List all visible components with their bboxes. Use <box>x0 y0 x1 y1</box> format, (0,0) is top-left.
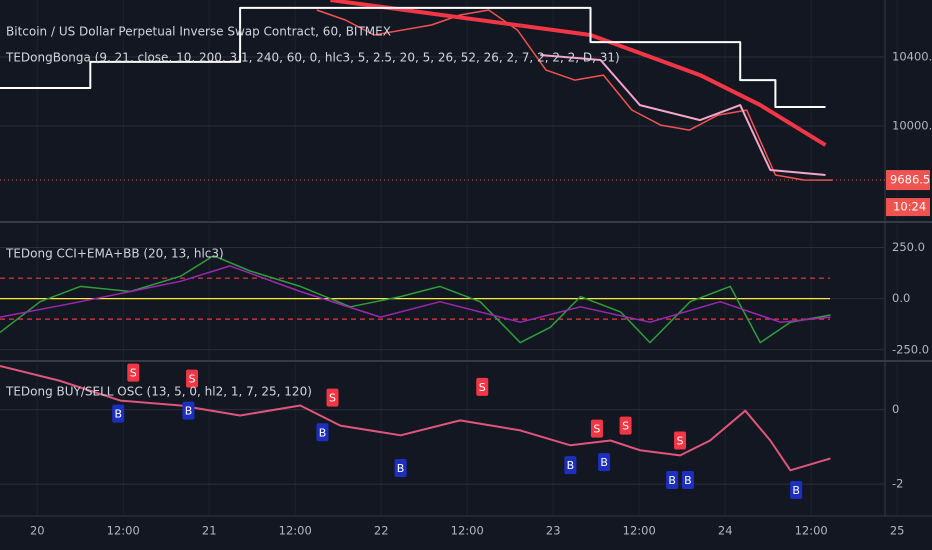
signal-box <box>590 419 603 438</box>
signal-label: B <box>397 462 405 475</box>
series-line <box>316 9 833 181</box>
y-tick-label: 0 <box>892 402 899 416</box>
x-tick-label: 12:00 <box>107 524 140 538</box>
signal-box <box>112 404 125 423</box>
x-tick-label: 12:00 <box>623 524 656 538</box>
signal-box <box>182 401 195 420</box>
signal-label: B <box>114 408 122 421</box>
series-line <box>0 254 831 344</box>
y-tick-label: 10000.0 <box>892 118 932 132</box>
signal-label: S <box>622 420 629 433</box>
signal-label: S <box>189 373 196 386</box>
pane <box>0 0 885 181</box>
x-tick-label: 23 <box>546 524 561 538</box>
signal-label: B <box>185 405 193 418</box>
y-tick-label: -250.0 <box>892 342 929 356</box>
last-price-label: 9686.5 <box>890 173 930 187</box>
series-line <box>0 6 826 108</box>
signal-box <box>127 363 140 382</box>
signal-box <box>681 470 694 489</box>
y-tick-label: 10400.0 <box>892 49 932 63</box>
signal-box <box>394 459 407 478</box>
x-tick-label: 12:00 <box>279 524 312 538</box>
pane <box>0 247 885 351</box>
signal-box <box>326 388 339 407</box>
signal-label: S <box>479 381 486 394</box>
signal-box <box>476 377 489 396</box>
signal-box <box>666 470 679 489</box>
indicator-title: TEDong CCI+EMA+BB (20, 13, hlc3) <box>5 247 224 261</box>
signal-label: S <box>329 392 336 405</box>
x-tick-label: 24 <box>718 524 733 538</box>
countdown-box <box>886 198 930 217</box>
signal-label: B <box>668 474 676 487</box>
countdown-label: 10:24 <box>893 200 926 214</box>
x-tick-label: 22 <box>374 524 389 538</box>
indicator-title: TEDong BUY/SELL OSC (13, 5, 0, hl2, 1, 7… <box>5 385 312 399</box>
signal-box <box>186 369 199 388</box>
signal-label: S <box>130 367 137 380</box>
y-tick-label: 250.0 <box>892 240 925 254</box>
signal-label: B <box>567 459 575 472</box>
x-tick-label: 12:00 <box>795 524 828 538</box>
indicator-title: TEDongBonga (9, 21, close, 10, 200, 3.1,… <box>5 51 620 65</box>
series-line <box>540 54 826 176</box>
signal-box <box>316 423 329 442</box>
signal-label: B <box>600 456 608 469</box>
series-line <box>0 365 831 472</box>
signal-box <box>564 456 577 475</box>
series-line <box>0 265 831 323</box>
y-tick-label: -2 <box>892 477 903 491</box>
y-tick-label: 0.0 <box>892 291 910 305</box>
x-tick-label: 20 <box>30 524 45 538</box>
signal-box <box>790 481 803 500</box>
signal-label: S <box>677 434 684 447</box>
last-price-box <box>886 170 930 191</box>
signal-label: B <box>792 484 800 497</box>
signal-label: B <box>684 474 692 487</box>
signal-label: S <box>593 423 600 436</box>
signal-box <box>619 416 632 435</box>
x-tick-label: 21 <box>202 524 217 538</box>
signal-label: B <box>319 426 327 439</box>
series-line <box>330 0 827 147</box>
signal-box <box>598 453 611 472</box>
x-tick-label: 12:00 <box>451 524 484 538</box>
chart-title: Bitcoin / US Dollar Perpetual Inverse Sw… <box>6 25 391 39</box>
signal-box <box>674 431 687 450</box>
x-tick-label: 25 <box>890 524 905 538</box>
